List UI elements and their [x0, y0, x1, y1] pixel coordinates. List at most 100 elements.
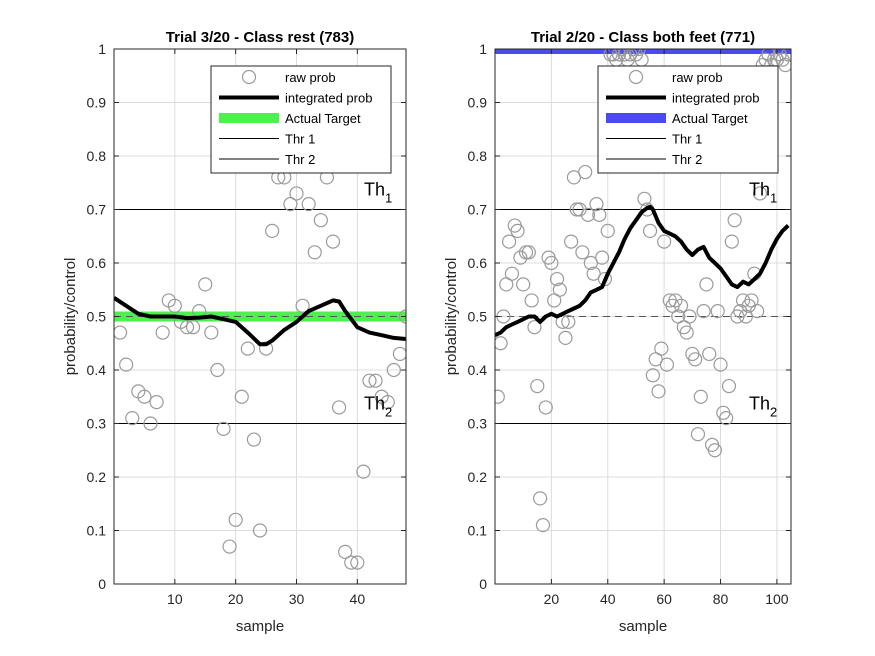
raw-prob-point	[654, 341, 669, 356]
raw-prob-point	[240, 341, 255, 356]
raw-prob-series	[114, 170, 406, 570]
raw-prob-point	[597, 271, 613, 287]
raw-prob-point	[350, 555, 365, 570]
legend: raw prob integrated prob Actual Target Thr …	[597, 65, 779, 174]
y-tick-label: 0.6	[468, 255, 488, 271]
raw-prob-point	[510, 223, 525, 238]
y-tick-label: 0.3	[468, 416, 488, 432]
raw-prob-point	[564, 234, 579, 249]
raw-prob-point	[295, 298, 310, 313]
raw-prob-point	[185, 320, 201, 335]
raw-prob-point	[392, 346, 406, 362]
y-tick-label: 0.7	[468, 202, 488, 218]
raw-prob-point	[313, 213, 328, 228]
raw-prob-point	[552, 282, 567, 297]
raw-prob-point	[155, 325, 170, 340]
legend-label: raw prob	[672, 70, 723, 85]
raw-prob-point	[699, 277, 714, 292]
raw-prob-point	[600, 223, 615, 238]
raw-prob-point	[645, 368, 660, 383]
x-tick-label: 20	[228, 591, 244, 607]
raw-prob-point	[198, 277, 213, 292]
raw-prob-point	[572, 202, 587, 217]
raw-prob-point	[696, 304, 711, 319]
raw-prob-point	[724, 234, 739, 249]
raw-prob-point	[530, 378, 545, 394]
right-subplot: 0 0.1 0.2 0.3 0.4 0.5 0.6 0.7 0.8 0.9 1 20 40 60 80 100…	[443, 29, 792, 635]
raw-prob-point	[595, 250, 610, 265]
raw-prob-point	[289, 186, 304, 201]
raw-prob-point	[283, 197, 298, 212]
legend-label: integrated prob	[285, 91, 372, 106]
raw-prob-point	[702, 346, 717, 362]
raw-prob-point	[592, 207, 607, 222]
raw-prob-point	[750, 304, 765, 319]
raw-prob-point	[733, 304, 748, 319]
raw-prob-point	[778, 57, 791, 73]
raw-prob-point	[331, 400, 347, 415]
y-axis-label: probability/control	[62, 258, 79, 376]
raw-prob-point	[561, 314, 576, 329]
y-tick-label: 1	[479, 41, 487, 57]
threshold-1-annotation: Th1	[749, 180, 777, 206]
raw-prob-point	[679, 325, 694, 340]
raw-prob-point	[642, 223, 658, 238]
raw-prob-point	[586, 266, 601, 281]
y-axis-label: probability/control	[443, 258, 460, 376]
raw-prob-point	[544, 255, 559, 271]
chart-title: Trial 3/20 - Class rest (783)	[166, 29, 354, 46]
raw-prob-point	[668, 293, 683, 308]
y-tick-label: 0.8	[87, 148, 107, 164]
raw-prob-point	[167, 298, 182, 313]
y-tick-label: 0.5	[468, 309, 488, 325]
raw-prob-point	[179, 320, 195, 335]
y-tick-label: 0.6	[87, 255, 107, 271]
y-tick-label: 0.4	[87, 362, 107, 378]
raw-prob-point	[398, 309, 406, 324]
raw-prob-point	[575, 245, 590, 260]
raw-prob-point	[210, 362, 225, 378]
raw-prob-point	[566, 170, 582, 185]
raw-prob-point	[535, 518, 551, 533]
raw-prob-point	[549, 271, 565, 287]
y-tick-label: 0.1	[468, 523, 488, 539]
raw-prob-point	[713, 357, 728, 372]
plot-area	[495, 49, 791, 533]
threshold-2-annotation: Th2	[749, 394, 777, 420]
raw-prob-point	[533, 491, 548, 506]
raw-prob-point	[234, 389, 249, 404]
y-tick-label: 0	[98, 576, 106, 592]
raw-prob-point	[338, 544, 353, 560]
raw-prob-point	[688, 352, 703, 367]
raw-prob-point	[504, 266, 520, 281]
raw-prob-point	[380, 395, 395, 410]
raw-prob-point	[651, 384, 666, 399]
raw-prob-point	[738, 309, 753, 324]
raw-prob-point	[356, 464, 371, 479]
x-tick-label: 40	[350, 591, 366, 607]
raw-prob-point	[216, 421, 231, 436]
raw-prob-point	[114, 325, 128, 340]
raw-prob-point	[631, 49, 646, 57]
raw-prob-point	[222, 539, 237, 554]
y-tick-label: 1	[98, 41, 106, 57]
legend-label: raw prob	[285, 70, 336, 85]
left-subplot: 0 0.1 0.2 0.3 0.4 0.5 0.6 0.7 0.8 0.9 1 10 20 30 40 Tri…	[62, 29, 407, 635]
raw-prob-point	[583, 255, 598, 271]
raw-prob-point	[527, 320, 542, 335]
legend-label: Thr 2	[672, 152, 702, 167]
chart-title: Trial 2/20 - Class both feet (771)	[531, 29, 755, 46]
raw-prob-point	[204, 325, 219, 340]
raw-prob-point	[721, 378, 737, 394]
raw-prob-point	[752, 186, 768, 201]
raw-prob-point	[626, 49, 641, 57]
raw-prob-point	[589, 197, 604, 212]
raw-prob-point	[521, 245, 536, 260]
raw-prob-point	[538, 400, 553, 415]
raw-prob-point	[149, 395, 164, 410]
y-tick-label: 0.5	[87, 309, 107, 325]
raw-prob-point	[558, 330, 573, 345]
raw-prob-point	[707, 443, 722, 458]
legend-label: Thr 1	[285, 132, 315, 147]
x-tick-label: 20	[544, 591, 560, 607]
